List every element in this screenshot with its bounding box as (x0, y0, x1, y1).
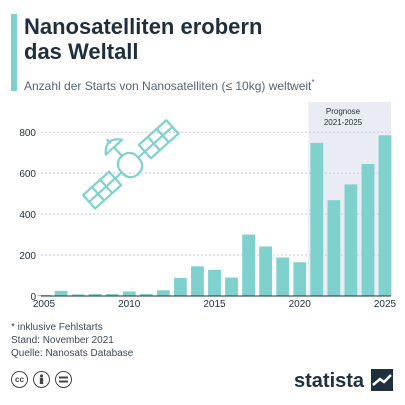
x-tick-label: 2020 (289, 299, 312, 310)
x-axis-ticks: 2005 2010 2015 2020 2025 (33, 299, 397, 310)
footnote-source: Quelle: Nanosats Database (11, 348, 134, 359)
satellite-icon (82, 119, 180, 210)
footnote-stand: Stand: November 2021 (11, 335, 114, 346)
title-accent-bar (11, 14, 17, 91)
bar-2007 (71, 294, 85, 296)
x-tick-label: 2025 (374, 299, 397, 310)
bar-2013 (174, 277, 187, 296)
attribution-icon[interactable] (33, 371, 50, 388)
bar-2016 (225, 277, 238, 296)
cc-icon[interactable]: cc (11, 371, 28, 388)
bar-2009 (105, 293, 119, 296)
subtitle-text: Anzahl der Starts von Nanosatelliten (≤ … (24, 79, 312, 93)
y-tick-label: 800 (19, 128, 36, 139)
statista-logo-text[interactable]: statista (294, 370, 365, 392)
no-derivatives-icon[interactable] (55, 371, 72, 388)
y-axis-ticks: 0 200 400 600 800 (19, 128, 36, 303)
bar-2024 (361, 163, 375, 296)
y-tick-label: 200 (19, 251, 36, 262)
bar-2008 (88, 293, 102, 296)
y-tick-label: 600 (19, 169, 36, 180)
bar-2025 (378, 135, 392, 296)
bar-2017 (242, 234, 255, 296)
forecast-label-line-1: Prognose (326, 107, 361, 116)
x-tick-label: 2005 (33, 299, 56, 310)
chart-title: Nanosatelliten erobern das Weltall (24, 14, 394, 64)
bars (37, 135, 392, 296)
bar-2021 (310, 142, 324, 296)
bar-2014 (191, 266, 204, 296)
bar-chart: 0 200 400 600 800 2005 2010 2015 2020 2025 Progn… (19, 102, 397, 310)
bar-2005 (37, 294, 51, 296)
bar-2015 (208, 269, 221, 296)
bar-2020 (293, 262, 307, 296)
forecast-label-line-2: 2021-2025 (324, 118, 363, 127)
license-icons: cc (11, 371, 72, 388)
x-tick-label: 2010 (118, 299, 141, 310)
bar-2011 (139, 293, 153, 296)
y-tick-label: 400 (19, 210, 36, 221)
y-tick-label: 0 (30, 292, 36, 303)
bar-2019 (276, 257, 290, 296)
footnote: * inklusive Fehlstarts (11, 322, 103, 333)
title-line-1: Nanosatelliten erobern (24, 14, 263, 39)
bar-2022 (327, 200, 341, 296)
bar-2018 (259, 246, 273, 296)
bar-2006 (54, 290, 68, 296)
x-tick-label: 2015 (203, 299, 226, 310)
title-line-2: das Weltall (24, 39, 139, 64)
chart-subtitle: Anzahl der Starts von Nanosatelliten (≤ … (24, 78, 394, 93)
bar-2012 (156, 290, 170, 296)
subtitle-footnote-mark: * (311, 78, 315, 87)
bar-2010 (122, 291, 136, 296)
statista-logo-icon[interactable] (371, 369, 393, 391)
bar-2023 (344, 184, 358, 296)
